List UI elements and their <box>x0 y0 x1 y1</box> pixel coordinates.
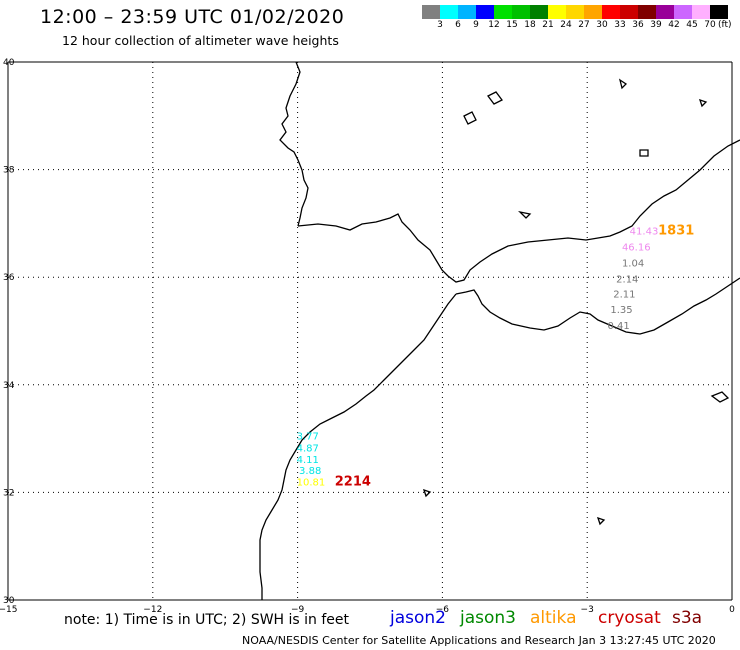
wave-height-label: 4.11 <box>297 455 319 466</box>
legend-swatch <box>710 5 728 19</box>
legend-swatch <box>620 5 638 19</box>
lat-tick-label: 32 <box>3 488 14 498</box>
lat-tick-label: 36 <box>3 273 15 283</box>
coastline-island <box>518 210 532 219</box>
legend-tick-label: 24 <box>560 20 572 30</box>
coastline-island <box>487 91 503 105</box>
lat-tick-label: 40 <box>3 58 15 68</box>
legend-tick-label: 27 <box>578 20 590 30</box>
footnote: note: 1) Time is in UTC; 2) SWH is in fe… <box>64 612 350 628</box>
lon-tick-label: −9 <box>291 605 305 615</box>
wave-height-label: 41.43 <box>630 227 659 238</box>
wave-height-label: 3.88 <box>299 466 321 477</box>
wave-height-label: 2.11 <box>613 290 635 301</box>
map-subtitle: 12 hour collection of altimeter wave hei… <box>62 33 339 48</box>
satellite-name: jason3 <box>460 608 516 628</box>
legend-swatch <box>692 5 710 19</box>
legend-tick-label: 33 <box>614 20 626 30</box>
map-title: 12:00 – 23:59 UTC 01/02/2020 <box>40 6 345 28</box>
credit-line: NOAA/NESDIS Center for Satellite Applica… <box>242 634 716 647</box>
legend-swatch <box>422 5 440 19</box>
wave-height-label: 3.77 <box>297 432 319 443</box>
legend-swatch <box>530 5 548 19</box>
legend-tick-label: 12 <box>488 20 500 30</box>
lon-tick-label: 0 <box>729 605 735 615</box>
legend-swatch <box>548 5 566 19</box>
legend-swatch <box>584 5 602 19</box>
legend-swatch <box>512 5 530 19</box>
legend-swatch <box>440 5 458 19</box>
lon-tick-label: −6 <box>436 605 450 615</box>
legend-swatch <box>476 5 494 19</box>
legend-tick-label: 30 <box>596 20 608 30</box>
legend-tick-label: 9 <box>473 20 479 30</box>
wave-height-label: 0.41 <box>607 321 629 332</box>
legend-tick-label: 36 <box>632 20 644 30</box>
coastline-island <box>710 391 730 403</box>
legend-swatch <box>656 5 674 19</box>
coastline-portugal <box>279 61 309 227</box>
lon-tick-label: −15 <box>0 605 18 615</box>
legend-tick-label: 6 <box>455 20 461 30</box>
coastline-spain-south <box>297 139 740 283</box>
legend-tick-label: 15 <box>506 20 518 30</box>
wave-height-label: 2214 <box>335 474 371 489</box>
legend-swatch <box>602 5 620 19</box>
lon-tick-label: −3 <box>581 605 594 615</box>
wave-height-label: 4.87 <box>297 444 319 455</box>
coastline-island <box>422 488 432 498</box>
legend-tick-label: 42 <box>668 20 680 30</box>
legend-tick-label: 39 <box>650 20 662 30</box>
wave-height-label: 10.81 <box>297 477 326 488</box>
legend-tick-label: 18 <box>524 20 536 30</box>
wave-height-label: 1.04 <box>622 258 644 269</box>
satellite-name: s3a <box>672 608 703 628</box>
wave-height-label: 1831 <box>658 224 694 239</box>
legend-tick-label: 3 <box>437 20 443 30</box>
lat-tick-label: 38 <box>3 166 15 176</box>
satellite-name: jason2 <box>390 608 446 628</box>
legend-tick-label: 70 <box>704 20 716 30</box>
coastline <box>259 61 740 600</box>
coastline-island <box>463 111 477 125</box>
coastline-island <box>618 78 628 90</box>
graticule: −15 −12 −9 −6 −3 0 40 38 36 34 32 30 <box>0 58 735 615</box>
legend-swatch <box>566 5 584 19</box>
satellite-name: altika <box>530 608 577 628</box>
satellite-name: cryosat <box>598 608 661 628</box>
lon-tick-label: −12 <box>143 605 162 615</box>
coastline-island <box>639 149 649 157</box>
legend-unit: (ft) <box>718 20 732 30</box>
legend-tick-label: 21 <box>542 20 554 30</box>
legend-swatch <box>638 5 656 19</box>
legend-swatch <box>674 5 692 19</box>
coastline-island <box>596 516 606 526</box>
lat-tick-label: 34 <box>3 381 15 391</box>
coastline-morocco-north <box>455 277 740 335</box>
coastline-island <box>698 98 708 108</box>
wave-height-label: 1.35 <box>610 305 632 316</box>
legend-swatch <box>458 5 476 19</box>
wave-height-label: 2.14 <box>616 275 638 286</box>
lat-tick-label: 30 <box>3 596 15 606</box>
coastline-morocco-atlantic <box>259 293 457 600</box>
legend-swatch <box>494 5 512 19</box>
legend-tick-label: 45 <box>686 20 698 30</box>
wave-height-label: 46.16 <box>622 242 651 253</box>
